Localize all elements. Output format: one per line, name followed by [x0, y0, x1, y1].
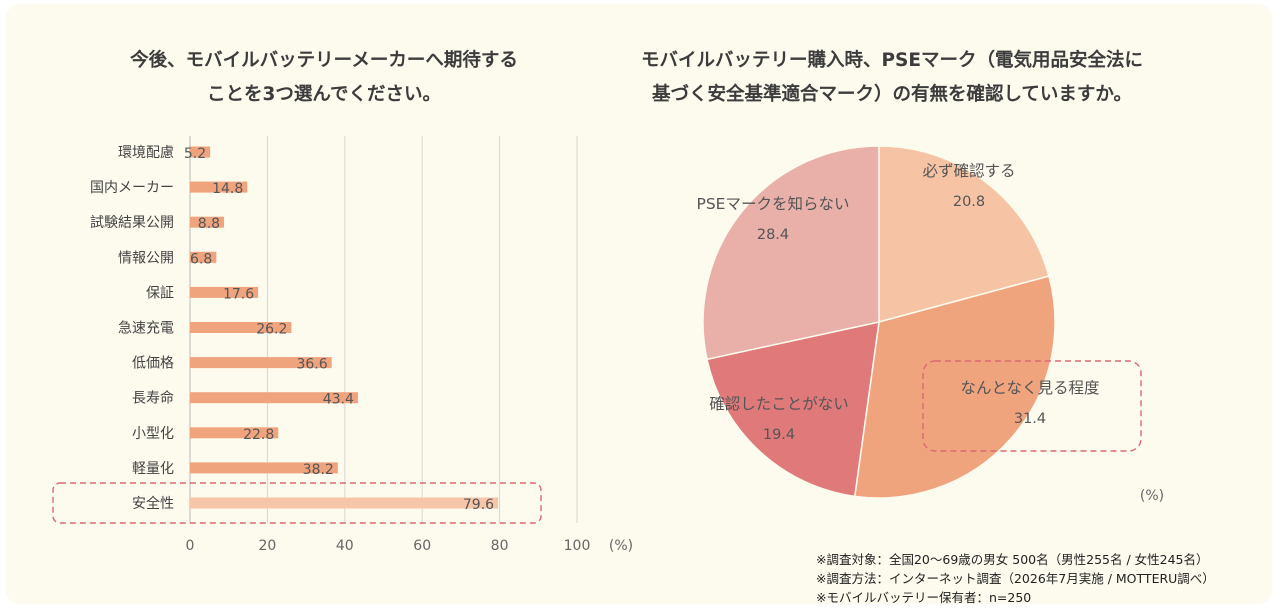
- pie-chart-title-line-2: 基づく安全基準適合マーク）の有無を確認していますか。: [651, 84, 1133, 105]
- bar-value-label: 17.6: [223, 286, 254, 302]
- bar-value-label: 5.2: [184, 146, 206, 162]
- bar-value-label: 6.8: [190, 251, 212, 267]
- category-label: 軽量化: [132, 461, 174, 477]
- bar-chart-title-line-2: ことを3つ選んでください。: [207, 84, 441, 105]
- category-label: 国内メーカー: [90, 180, 174, 196]
- bar-value-label: 8.8: [198, 216, 220, 232]
- bar: [190, 392, 358, 404]
- category-label: 環境配慮: [118, 145, 174, 161]
- category-label: 保証: [146, 285, 174, 301]
- survey-notes: ※調査対象：全国20〜69歳の男女 500名（男性255名 / 女性245名） …: [816, 550, 1215, 607]
- survey-note-target: ※調査対象：全国20〜69歳の男女 500名（男性255名 / 女性245名）: [816, 552, 1209, 567]
- bar: [190, 497, 499, 509]
- x-tick-label: 0: [186, 538, 195, 554]
- category-label: 小型化: [132, 426, 174, 442]
- bar-chart-title: 今後、モバイルバッテリーメーカーへ期待する ことを3つ選んでください。: [54, 44, 594, 112]
- x-tick-label: 20: [258, 538, 276, 554]
- bar-value-label: 38.2: [303, 462, 334, 478]
- bar: [190, 462, 338, 474]
- category-label: 試験結果公開: [90, 215, 174, 231]
- bar: [190, 322, 292, 333]
- category-label: 長寿命: [132, 390, 174, 407]
- bar-value-label: 26.2: [256, 322, 287, 338]
- pie-chart-title: モバイルバッテリー購入時、PSEマーク（電気用品安全法に 基づく安全基準適合マー…: [572, 44, 1212, 112]
- bar-value-label: 36.6: [296, 357, 327, 373]
- x-tick-label: 40: [336, 538, 354, 554]
- bar: [190, 286, 259, 298]
- x-tick-label: 100: [564, 538, 591, 554]
- bar-chart: 0 20 40 60 80 100 (%) 環境配慮 5.2 国内メーカー 14.8 試験結果公開 8.…: [52, 136, 633, 554]
- bar: [190, 427, 279, 439]
- category-label: 低価格: [132, 356, 174, 372]
- bar-value-label: 79.6: [463, 497, 494, 513]
- bar-value-label: 14.8: [212, 181, 243, 197]
- bar: [190, 357, 332, 369]
- bar-value-label: 22.8: [243, 427, 274, 443]
- bar: [190, 251, 217, 263]
- bar-chart-title-line-1: 今後、モバイルバッテリーメーカーへ期待する: [130, 50, 518, 71]
- pie-chart-title-line-1: モバイルバッテリー購入時、PSEマーク（電気用品安全法に: [640, 50, 1144, 71]
- bar: [190, 146, 211, 158]
- category-label: 情報公開: [118, 250, 174, 266]
- category-label: 急速充電: [118, 321, 174, 337]
- bar-value-label: 43.4: [323, 392, 354, 408]
- bar: [190, 181, 248, 193]
- x-unit-label: (%): [609, 538, 633, 554]
- category-label: 安全性: [132, 495, 174, 512]
- survey-note-method: ※調査方法：インターネット調査（2026年7月実施 / MOTTERU調べ）: [816, 571, 1215, 586]
- x-tick-label: 80: [491, 538, 509, 554]
- x-tick-label: 60: [413, 538, 431, 554]
- bar: [190, 216, 225, 228]
- survey-note-sample: ※モバイルバッテリー保有者：n=250: [816, 590, 1032, 605]
